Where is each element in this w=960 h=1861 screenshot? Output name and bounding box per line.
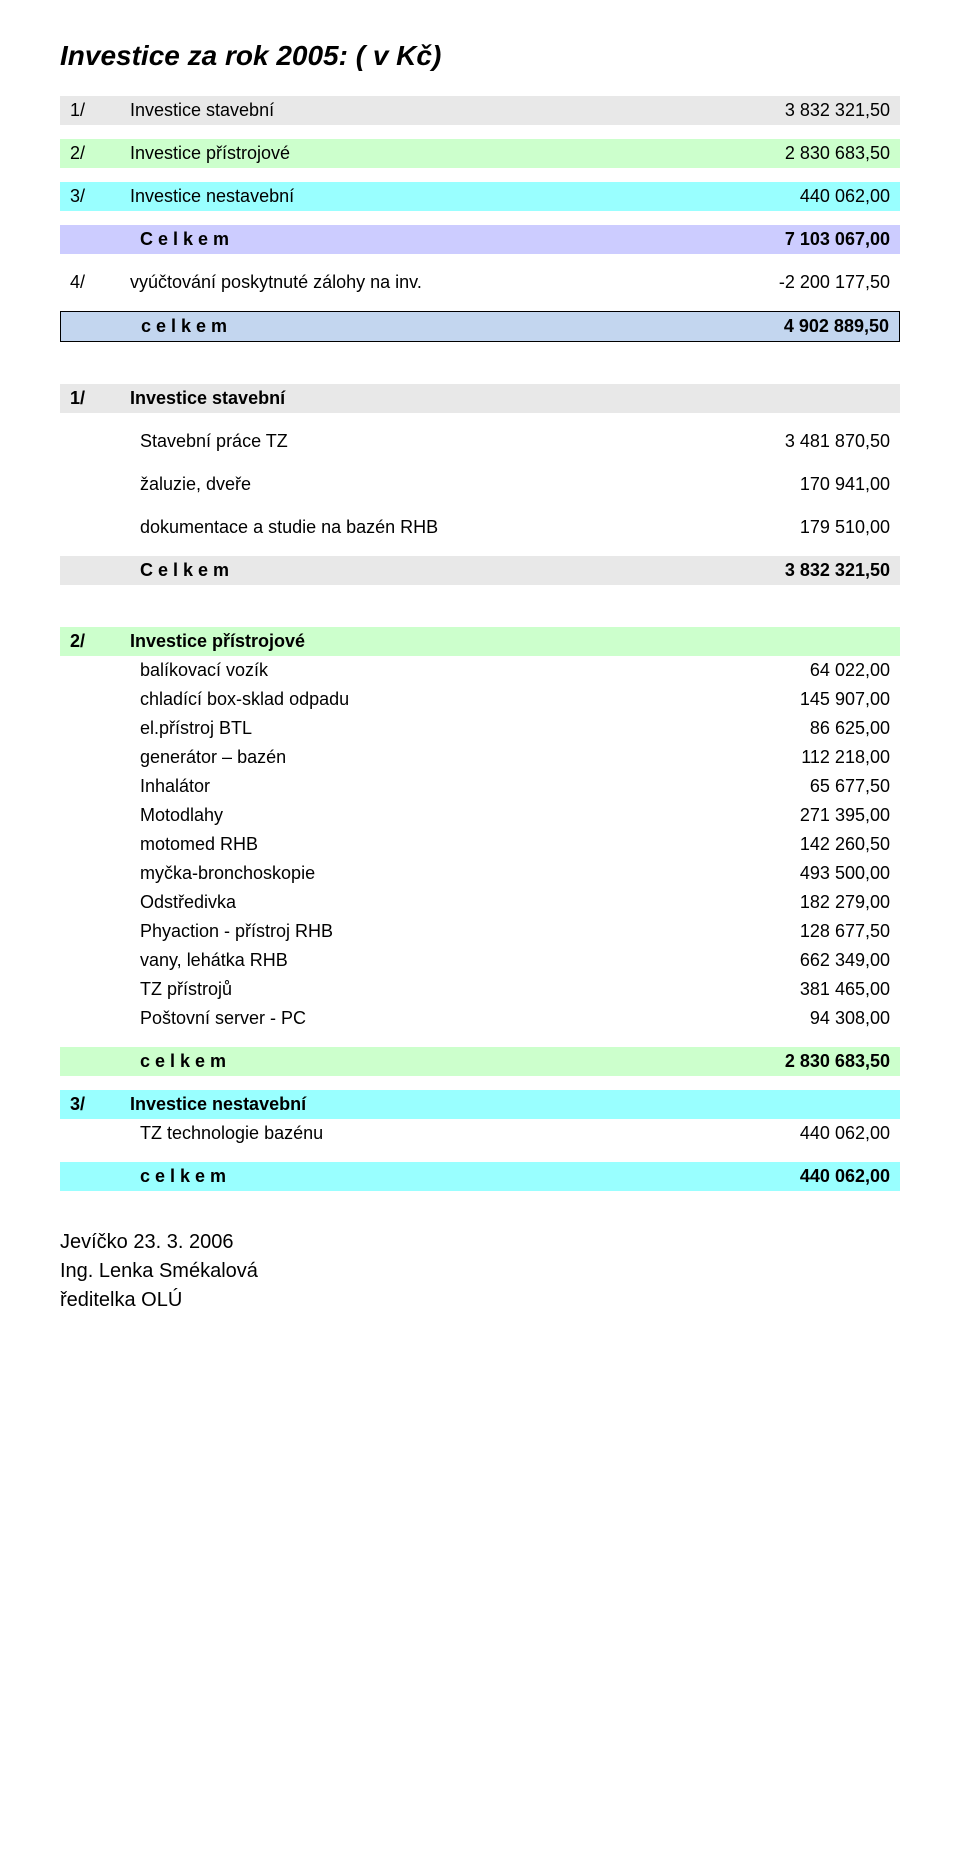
- item-value: 3 481 870,50: [785, 431, 890, 452]
- section3-total-row: c e l k e m 440 062,00: [60, 1162, 900, 1191]
- section3-label: Investice nestavební: [130, 1094, 306, 1115]
- table-row: dokumentace a studie na bazén RHB 179 510…: [60, 513, 900, 542]
- summary-value: 2 830 683,50: [785, 143, 890, 164]
- section3-header: 3/ Investice nestavební: [60, 1090, 900, 1119]
- item-value: 112 218,00: [801, 747, 890, 768]
- item-label: Phyaction - přístroj RHB: [140, 921, 333, 942]
- summary-label: Investice stavební: [130, 100, 274, 121]
- section1-label: Investice stavební: [130, 388, 285, 409]
- item-value: 662 349,00: [800, 950, 890, 971]
- footer-date: Jevíčko 23. 3. 2006: [60, 1231, 900, 1254]
- deduction-num: 4/: [70, 272, 100, 293]
- item-value: 128 677,50: [800, 921, 890, 942]
- item-value: 94 308,00: [810, 1008, 890, 1029]
- item-label: balíkovací vozík: [140, 660, 268, 681]
- section1-num: 1/: [70, 388, 100, 409]
- summary-total-row: C e l k e m 7 103 067,00: [60, 225, 900, 254]
- grand-total-value: 4 902 889,50: [784, 316, 889, 337]
- summary-total-label: C e l k e m: [140, 229, 229, 250]
- grand-total-row: c e l k e m 4 902 889,50: [60, 311, 900, 342]
- item-label: generátor – bazén: [140, 747, 286, 768]
- item-value: 145 907,00: [800, 689, 890, 710]
- summary-num: 3/: [70, 186, 100, 207]
- footer-role: ředitelka OLÚ: [60, 1289, 900, 1312]
- item-value: 182 279,00: [800, 892, 890, 913]
- item-label: dokumentace a studie na bazén RHB: [140, 517, 438, 538]
- table-row: Poštovní server - PC 94 308,00: [60, 1004, 900, 1033]
- item-label: TZ technologie bazénu: [140, 1123, 323, 1144]
- item-label: el.přístroj BTL: [140, 718, 252, 739]
- item-label: Motodlahy: [140, 805, 223, 826]
- section1-total-value: 3 832 321,50: [785, 560, 890, 581]
- item-value: 65 677,50: [810, 776, 890, 797]
- footer: Jevíčko 23. 3. 2006 Ing. Lenka Smékalová…: [60, 1231, 900, 1312]
- table-row: vany, lehátka RHB 662 349,00: [60, 946, 900, 975]
- summary-label: Investice nestavební: [130, 186, 294, 207]
- table-row: chladící box-sklad odpadu 145 907,00: [60, 685, 900, 714]
- summary-value: 3 832 321,50: [785, 100, 890, 121]
- item-value: 493 500,00: [800, 863, 890, 884]
- table-row: motomed RHB 142 260,50: [60, 830, 900, 859]
- table-row: Motodlahy 271 395,00: [60, 801, 900, 830]
- item-value: 271 395,00: [800, 805, 890, 826]
- table-row: Odstředivka 182 279,00: [60, 888, 900, 917]
- section2-num: 2/: [70, 631, 100, 652]
- grand-total-label: c e l k e m: [141, 316, 227, 337]
- section3-total-label: c e l k e m: [140, 1166, 226, 1187]
- section1-total-label: C e l k e m: [140, 560, 229, 581]
- section3-total-value: 440 062,00: [800, 1166, 890, 1187]
- section3-num: 3/: [70, 1094, 100, 1115]
- footer-name: Ing. Lenka Smékalová: [60, 1260, 900, 1283]
- item-value: 142 260,50: [800, 834, 890, 855]
- item-value: 381 465,00: [800, 979, 890, 1000]
- summary-row: 3/Investice nestavební 440 062,00: [60, 182, 900, 211]
- summary-row: 2/Investice přístrojové 2 830 683,50: [60, 139, 900, 168]
- item-label: myčka-bronchoskopie: [140, 863, 315, 884]
- page-title: Investice za rok 2005: ( v Kč): [60, 40, 900, 72]
- deduction-value: -2 200 177,50: [779, 272, 890, 293]
- summary-num: 1/: [70, 100, 100, 121]
- item-label: Stavební práce TZ: [140, 431, 288, 452]
- section2-total-row: c e l k e m 2 830 683,50: [60, 1047, 900, 1076]
- table-row: Phyaction - přístroj RHB 128 677,50: [60, 917, 900, 946]
- section1-total-row: C e l k e m 3 832 321,50: [60, 556, 900, 585]
- section2-total-label: c e l k e m: [140, 1051, 226, 1072]
- table-row: myčka-bronchoskopie 493 500,00: [60, 859, 900, 888]
- section2-label: Investice přístrojové: [130, 631, 305, 652]
- table-row: generátor – bazén 112 218,00: [60, 743, 900, 772]
- deduction-row: 4/ vyúčtování poskytnuté zálohy na inv. …: [60, 268, 900, 297]
- section1-header: 1/ Investice stavební: [60, 384, 900, 413]
- item-label: Poštovní server - PC: [140, 1008, 306, 1029]
- deduction-label: vyúčtování poskytnuté zálohy na inv.: [130, 272, 422, 293]
- table-row: Inhalátor 65 677,50: [60, 772, 900, 801]
- table-row: Stavební práce TZ 3 481 870,50: [60, 427, 900, 456]
- item-value: 86 625,00: [810, 718, 890, 739]
- table-row: TZ přístrojů 381 465,00: [60, 975, 900, 1004]
- item-label: Odstředivka: [140, 892, 236, 913]
- summary-num: 2/: [70, 143, 100, 164]
- table-row: el.přístroj BTL 86 625,00: [60, 714, 900, 743]
- table-row: balíkovací vozík 64 022,00: [60, 656, 900, 685]
- item-value: 64 022,00: [810, 660, 890, 681]
- item-label: vany, lehátka RHB: [140, 950, 288, 971]
- item-label: TZ přístrojů: [140, 979, 232, 1000]
- item-label: motomed RHB: [140, 834, 258, 855]
- table-row: žaluzie, dveře 170 941,00: [60, 470, 900, 499]
- section2-header: 2/ Investice přístrojové: [60, 627, 900, 656]
- summary-total-value: 7 103 067,00: [785, 229, 890, 250]
- item-label: žaluzie, dveře: [140, 474, 251, 495]
- summary-value: 440 062,00: [800, 186, 890, 207]
- item-value: 170 941,00: [800, 474, 890, 495]
- item-value: 179 510,00: [800, 517, 890, 538]
- summary-row: 1/Investice stavební 3 832 321,50: [60, 96, 900, 125]
- item-label: chladící box-sklad odpadu: [140, 689, 349, 710]
- table-row: TZ technologie bazénu 440 062,00: [60, 1119, 900, 1148]
- item-label: Inhalátor: [140, 776, 210, 797]
- summary-label: Investice přístrojové: [130, 143, 290, 164]
- item-value: 440 062,00: [800, 1123, 890, 1144]
- section2-total-value: 2 830 683,50: [785, 1051, 890, 1072]
